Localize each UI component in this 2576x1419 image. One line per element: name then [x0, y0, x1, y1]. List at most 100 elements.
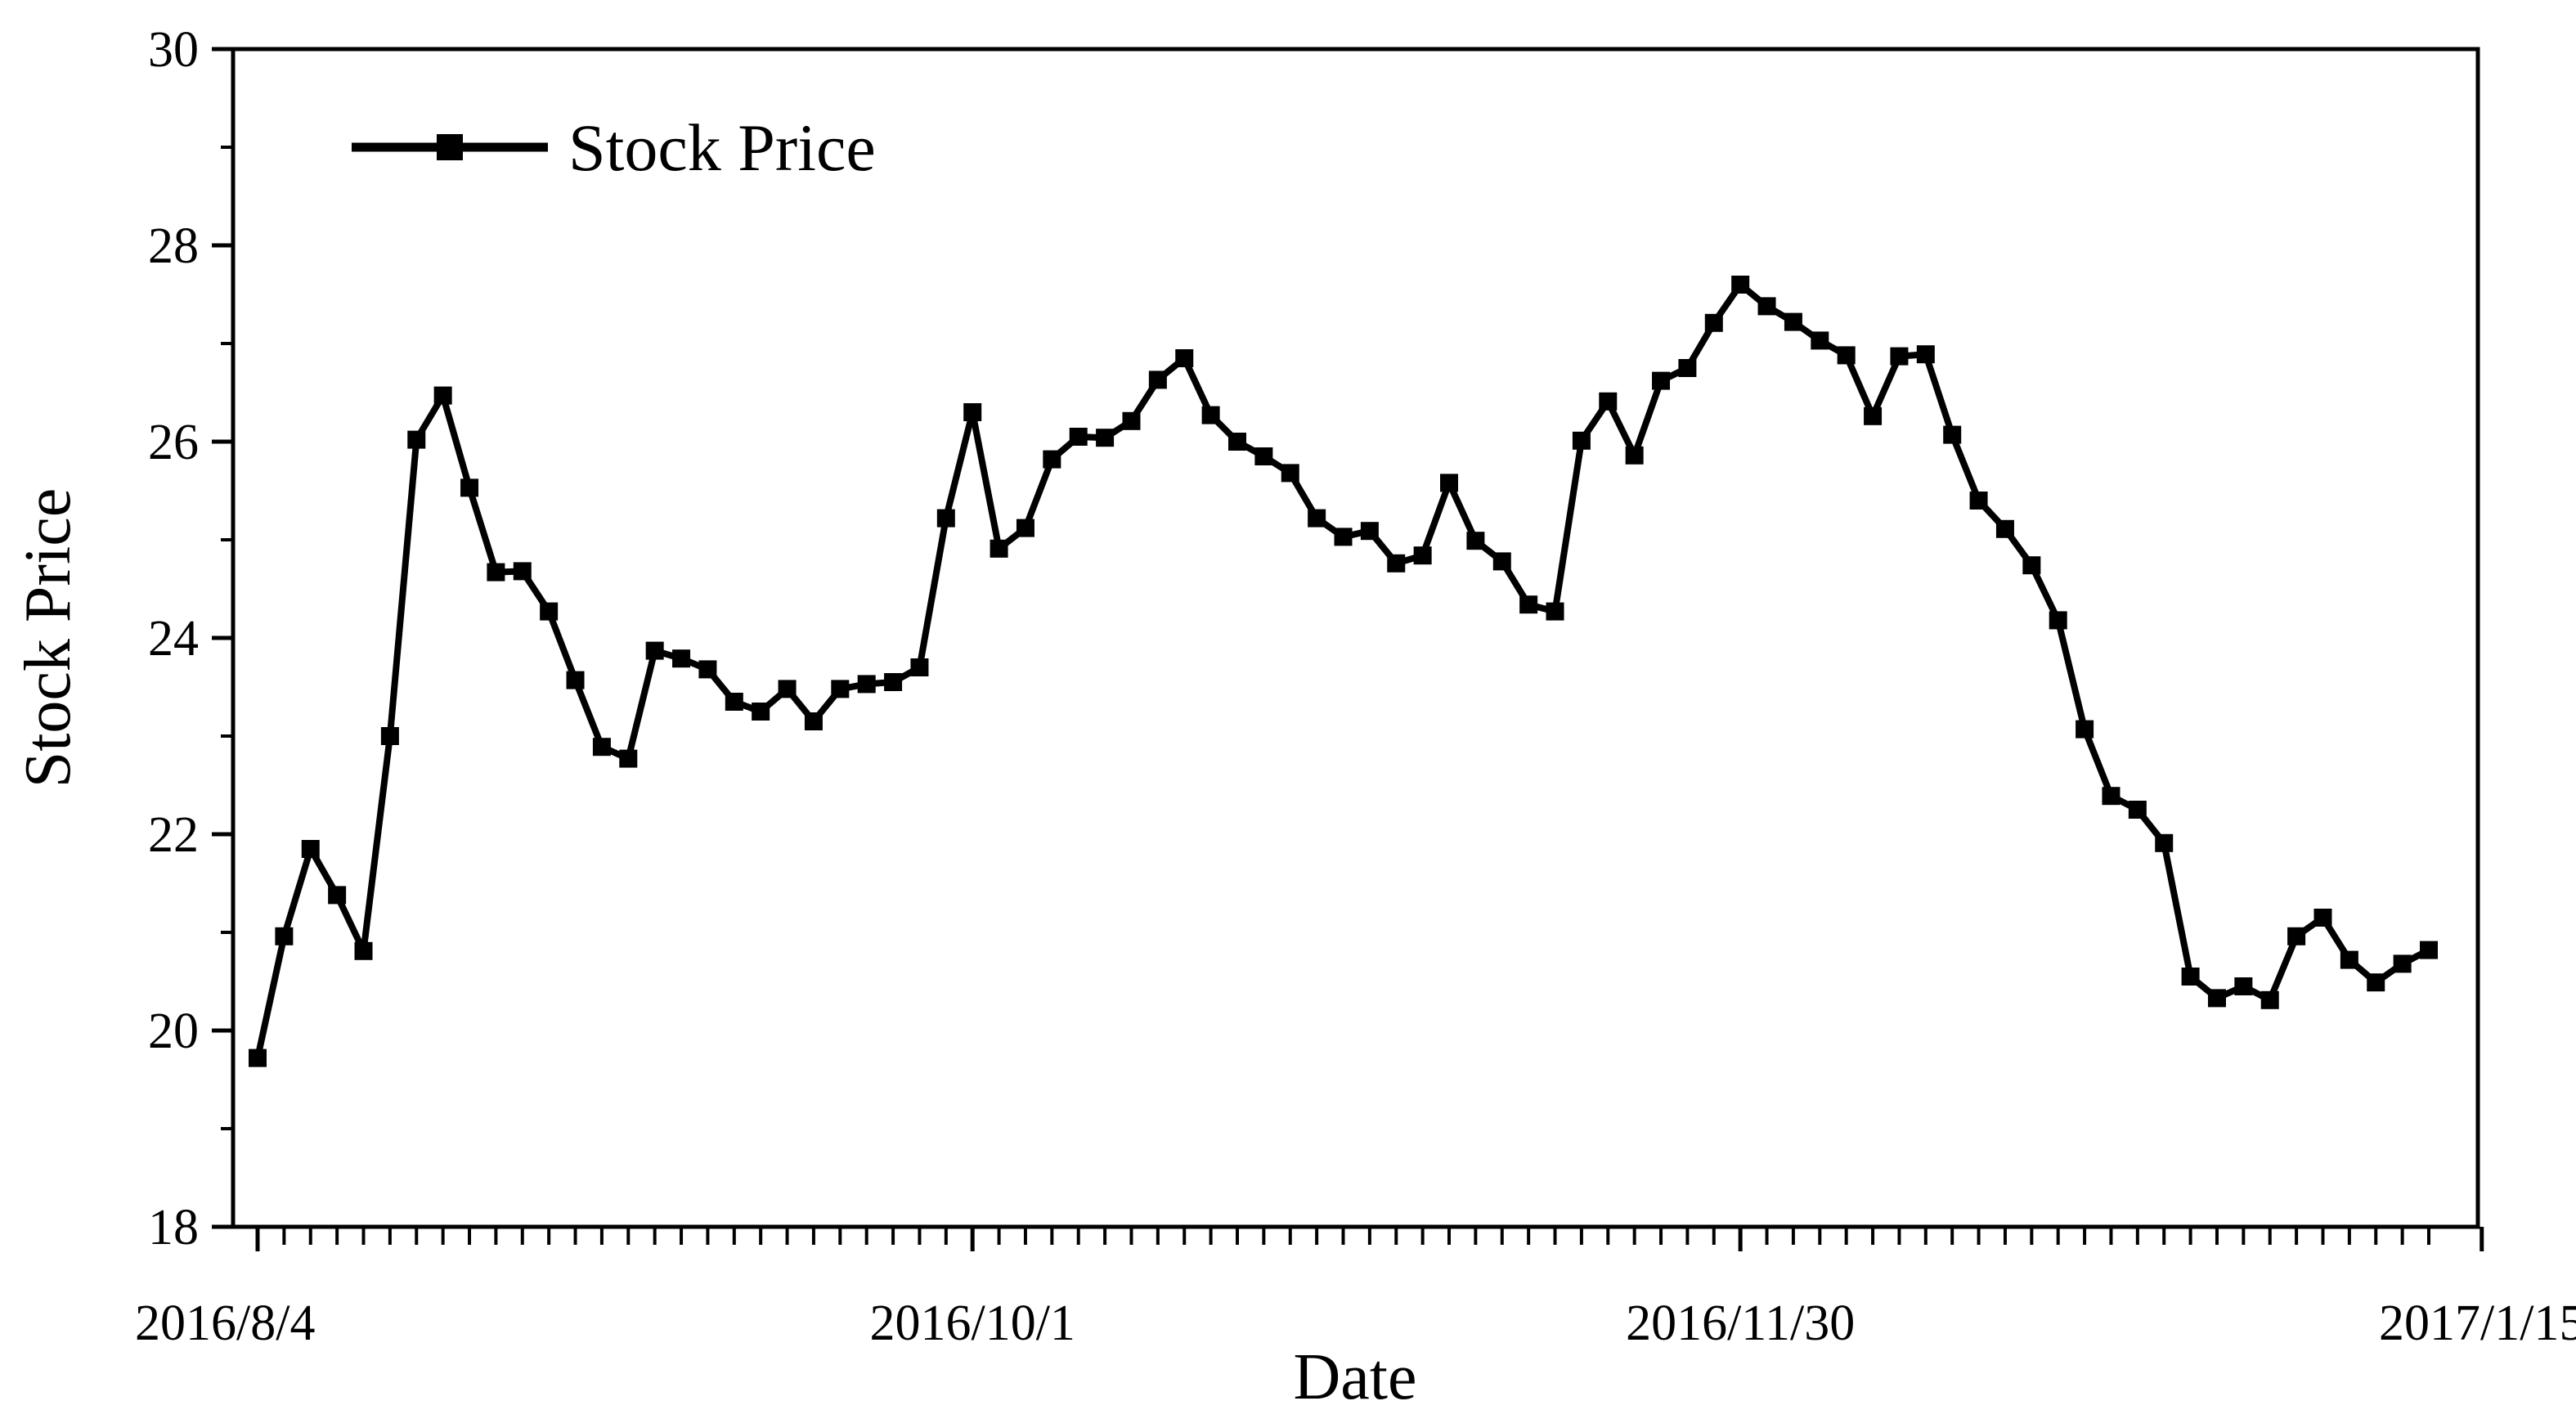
data-point [380, 727, 399, 745]
data-point [328, 886, 347, 905]
y-axis-title: Stock Price [12, 488, 84, 788]
data-point [487, 563, 505, 582]
data-point [1969, 492, 1988, 510]
series-layer [249, 276, 2438, 1067]
data-point [1572, 431, 1591, 450]
data-point [1916, 345, 1935, 364]
data-point [460, 478, 479, 497]
data-point [1175, 349, 1194, 367]
data-point [301, 840, 320, 858]
data-point [1308, 509, 1326, 528]
plot-frame [231, 47, 2480, 1229]
data-point [1652, 371, 1671, 390]
data-point [725, 693, 743, 711]
x-tick-label: 2017/1/15 [2379, 1296, 2576, 1351]
data-point [1625, 446, 1644, 465]
data-point [2287, 927, 2306, 945]
data-point [1096, 429, 1115, 447]
data-point [936, 509, 955, 528]
data-point [884, 673, 903, 691]
data-point [1016, 519, 1034, 537]
data-point [2393, 954, 2412, 973]
data-point [2234, 977, 2253, 995]
data-point [1043, 450, 1061, 469]
y-tick-label: 28 [148, 218, 199, 274]
data-point [2181, 968, 2200, 986]
data-point [566, 671, 585, 689]
data-point [1599, 392, 1618, 411]
x-axis: 2016/8/4 2016/10/1 2016/11/30 2017/1/15 [135, 1227, 2576, 1351]
data-point [1413, 546, 1432, 565]
data-point [778, 680, 797, 698]
y-tick-label: 26 [148, 415, 199, 470]
data-point [910, 658, 929, 676]
data-point [990, 539, 1008, 558]
data-point [804, 712, 823, 730]
data-point [1731, 276, 1750, 294]
x-axis-title: Date [1293, 1341, 1416, 1413]
data-point [2076, 720, 2094, 739]
data-point [1757, 297, 1776, 316]
data-point [354, 941, 373, 960]
data-point [752, 703, 770, 721]
data-point [2155, 833, 2174, 852]
data-point [275, 927, 294, 945]
data-point [1943, 425, 1962, 444]
data-point [698, 660, 717, 679]
data-point [1811, 331, 1829, 350]
data-point [2049, 611, 2067, 630]
data-point [1440, 474, 1459, 492]
data-point [2102, 787, 2120, 806]
legend-label: Stock Price [568, 110, 876, 185]
data-point [540, 602, 559, 621]
data-point [831, 680, 850, 698]
data-point [1254, 447, 1273, 465]
y-tick-label: 18 [148, 1200, 199, 1255]
data-point [2420, 941, 2438, 959]
data-point [249, 1049, 267, 1067]
x-tick-label: 2016/11/30 [1626, 1296, 1855, 1351]
y-tick-label: 20 [148, 1004, 199, 1059]
data-point [2340, 950, 2358, 969]
data-point [1784, 312, 1802, 331]
data-point [619, 749, 638, 768]
data-point [1122, 411, 1141, 430]
data-point [1492, 552, 1511, 571]
data-point [1281, 464, 1299, 483]
data-point [407, 430, 426, 449]
data-point [1466, 532, 1485, 550]
x-tick-label: 2016/8/4 [135, 1296, 315, 1351]
data-point [1519, 595, 1538, 614]
data-point [1678, 359, 1697, 377]
y-tick-label: 22 [148, 807, 199, 863]
x-tick-label: 2016/10/1 [869, 1296, 1075, 1351]
data-point [592, 738, 611, 757]
data-point [1387, 554, 1406, 573]
data-point [1069, 428, 1088, 446]
data-point [433, 386, 452, 405]
data-point [1148, 370, 1167, 389]
data-point [857, 675, 876, 694]
data-point [645, 641, 664, 660]
data-point [1837, 346, 1856, 365]
data-point [1546, 602, 1564, 621]
data-point [513, 562, 532, 581]
data-point [1334, 528, 1353, 546]
data-point [2367, 973, 2385, 992]
data-point [1864, 406, 1883, 425]
data-point [1201, 406, 1220, 424]
data-point [2313, 909, 2332, 927]
data-point [1995, 519, 2014, 538]
data-point [963, 403, 982, 421]
data-point [2128, 801, 2147, 819]
data-point [1890, 347, 1909, 366]
data-point [1704, 313, 1723, 332]
y-axis: 18 20 22 24 26 28 30 [148, 22, 233, 1255]
y-tick-label: 24 [148, 611, 199, 667]
y-tick-label: 30 [148, 22, 199, 78]
data-point [1360, 522, 1379, 541]
data-point [1227, 433, 1246, 451]
legend: Stock Price [352, 110, 876, 185]
data-point [2260, 990, 2279, 1009]
